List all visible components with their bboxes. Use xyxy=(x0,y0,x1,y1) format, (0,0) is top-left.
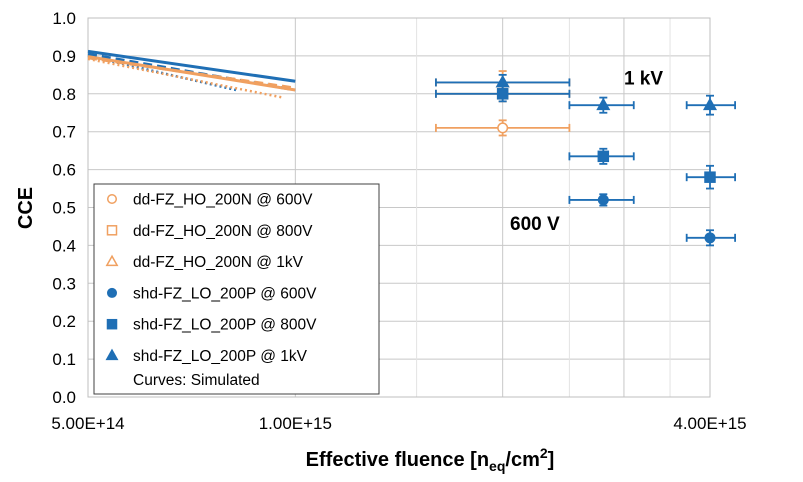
y-tick-label: 0.5 xyxy=(52,199,76,218)
legend-marker xyxy=(106,318,118,330)
data-point xyxy=(568,147,635,165)
y-tick-label: 0.1 xyxy=(52,350,76,369)
legend-marker xyxy=(106,193,118,205)
legend-marker xyxy=(106,287,118,298)
y-tick-label: 0.2 xyxy=(52,312,76,331)
data-point xyxy=(568,96,635,114)
legend-label: shd-FZ_LO_200P @ 600V xyxy=(133,285,317,302)
point-marker xyxy=(704,232,716,244)
point-marker xyxy=(495,74,510,88)
point-marker xyxy=(497,122,509,134)
x-tick-label: 1.00E+15 xyxy=(259,414,332,433)
legend-item: shd-FZ_LO_200P @ 800V xyxy=(106,317,317,334)
legend-item: dd-FZ_HO_200N @ 800V xyxy=(106,223,313,240)
point-marker xyxy=(596,97,611,111)
annotation: 1 kV xyxy=(624,68,663,89)
simulated-curves xyxy=(87,49,296,99)
simulated-curve xyxy=(87,56,296,90)
y-tick-label: 0.3 xyxy=(52,274,76,293)
data-point xyxy=(685,164,736,190)
data-point xyxy=(685,229,736,247)
data-point xyxy=(568,193,635,207)
legend-label: shd-FZ_LO_200P @ 1kV xyxy=(133,348,308,365)
legend-item: shd-FZ_LO_200P @ 1kV xyxy=(105,348,308,365)
legend-item: shd-FZ_LO_200P @ 600V xyxy=(106,285,317,302)
legend: dd-FZ_HO_200N @ 600V dd-FZ_HO_200N @ 800V… xyxy=(93,183,380,395)
data-point xyxy=(435,73,571,91)
point-marker xyxy=(702,97,718,111)
x-axis-title-main: Effective fluence [n xyxy=(306,449,489,471)
x-axis-title-subscript: eq xyxy=(489,458,505,474)
data-points xyxy=(435,70,736,247)
x-axis-title: Effective fluence [neq/cm2] xyxy=(306,445,555,474)
data-point xyxy=(435,119,571,137)
data-point xyxy=(685,94,736,116)
y-tick-label: 1.0 xyxy=(52,9,76,28)
legend-note: Curves: Simulated xyxy=(133,372,260,389)
point-marker xyxy=(597,194,609,206)
simulated-curve xyxy=(87,57,284,99)
y-tick-label: 0.0 xyxy=(52,388,76,407)
y-tick-label: 0.9 xyxy=(52,47,76,66)
annotations: 1 kV 600 V xyxy=(510,68,663,235)
point-marker xyxy=(597,150,610,163)
legend-item: dd-FZ_HO_200N @ 600V xyxy=(106,192,313,209)
x-tick-label: 5.00E+14 xyxy=(51,414,124,433)
annotation: 600 V xyxy=(510,214,560,235)
y-tick-label: 0.8 xyxy=(52,85,76,104)
simulated-curve xyxy=(87,49,296,83)
x-tick-label: 4.00E+15 xyxy=(673,414,746,433)
legend-box xyxy=(93,183,380,395)
legend-marker xyxy=(105,254,119,267)
legend-marker xyxy=(106,225,118,236)
legend-marker xyxy=(105,348,119,361)
y-axis-title: CCE xyxy=(15,187,37,229)
legend-items: dd-FZ_HO_200N @ 600V dd-FZ_HO_200N @ 800V… xyxy=(105,192,317,365)
legend-label: dd-FZ_HO_200N @ 1kV xyxy=(133,254,304,271)
x-axis-title-end: ] xyxy=(548,449,555,471)
y-tick-label: 0.4 xyxy=(52,236,76,255)
legend-label: shd-FZ_LO_200P @ 800V xyxy=(133,317,317,334)
y-tick-label: 0.6 xyxy=(52,161,76,180)
x-axis-title-superscript: 2 xyxy=(540,445,548,461)
plot-frame xyxy=(87,17,711,398)
y-tick-label: 0.7 xyxy=(52,123,76,142)
x-axis-title-middle: /cm xyxy=(505,449,539,471)
y-tick-labels: 0.0 0.1 0.2 0.3 0.4 0.5 0.6 0.7 0.8 0.9 1.0 xyxy=(52,9,76,407)
legend-label: dd-FZ_HO_200N @ 800V xyxy=(133,223,313,240)
legend-item: dd-FZ_HO_200N @ 1kV xyxy=(105,254,304,271)
legend-label: dd-FZ_HO_200N @ 600V xyxy=(133,192,313,209)
x-tick-labels: 5.00E+14 1.00E+15 4.00E+15 xyxy=(51,414,746,433)
point-marker xyxy=(704,171,716,183)
